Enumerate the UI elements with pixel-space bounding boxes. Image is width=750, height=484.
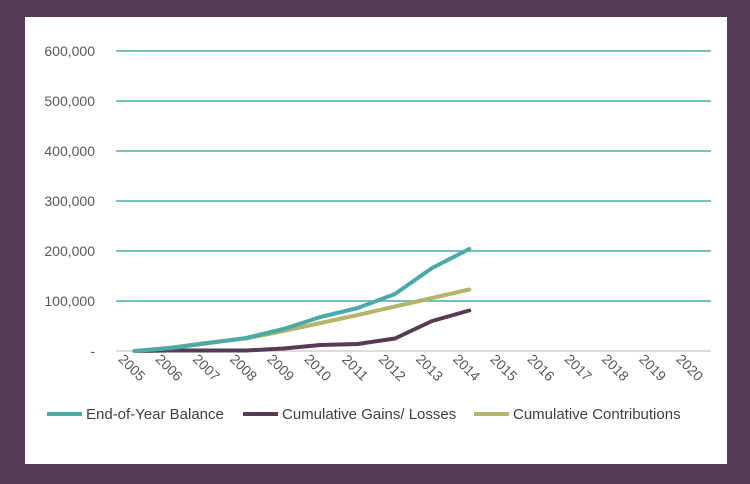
y-tick-label: 200,000	[44, 243, 95, 259]
x-tick-label: 2008	[227, 351, 260, 384]
x-tick-label: 2017	[562, 351, 595, 384]
y-tick-label: 400,000	[44, 143, 95, 159]
x-tick-label: 2019	[636, 351, 669, 384]
x-tick-label: 2016	[525, 351, 558, 384]
x-tick-label: 2020	[673, 351, 706, 384]
legend: End-of-Year Balance Cumulative Gains/ Los…	[47, 406, 681, 423]
y-axis-ticks: - 100,000 200,000 300,000 400,000 500,000 600,…	[44, 43, 95, 359]
line-chart: - 100,000 200,000 300,000 400,000 500,000 600,…	[44, 43, 711, 423]
y-tick-label: 500,000	[44, 93, 95, 109]
x-tick-label: 2009	[264, 351, 297, 384]
gridlines	[116, 50, 711, 352]
x-tick-label: 2018	[599, 351, 632, 384]
x-tick-label: 2006	[153, 351, 186, 384]
y-tick-label: 100,000	[44, 293, 95, 309]
x-tick-label: 2010	[301, 351, 334, 384]
x-tick-label: 2007	[190, 351, 223, 384]
y-tick-label: 600,000	[44, 43, 95, 59]
chart-frame: - 100,000 200,000 300,000 400,000 500,000 600,…	[25, 17, 727, 464]
legend-label-2: Cumulative Contributions	[513, 406, 681, 423]
series-line-1	[132, 308, 472, 353]
legend-label-0: End-of-Year Balance	[86, 406, 224, 423]
legend-label-1: Cumulative Gains/ Losses	[282, 406, 456, 423]
y-tick-label: 300,000	[44, 193, 95, 209]
series-line-0	[132, 247, 472, 353]
y-tick-label: -	[90, 343, 95, 359]
x-tick-label: 2014	[450, 351, 483, 384]
x-tick-label: 2005	[115, 351, 148, 384]
x-axis-ticks: 2005 2006 2007 2008 2009 2010 2011 2012 2013 2014…	[115, 351, 706, 384]
x-tick-label: 2011	[339, 351, 372, 384]
x-tick-label: 2012	[376, 351, 409, 384]
x-tick-label: 2013	[413, 351, 446, 384]
series-lines	[132, 247, 472, 353]
x-tick-label: 2015	[487, 351, 520, 384]
series-line-2	[132, 287, 472, 353]
